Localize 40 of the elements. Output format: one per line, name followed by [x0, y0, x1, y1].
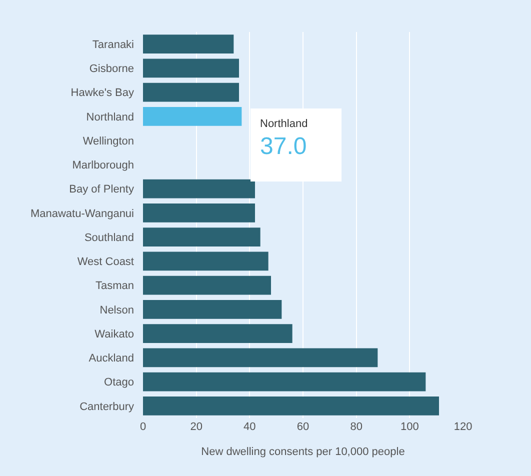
- y-tick-label: Otago: [104, 376, 134, 389]
- bar: [143, 372, 426, 392]
- y-tick-label: Taranaki: [92, 38, 134, 51]
- y-tick-label: West Coast: [77, 256, 134, 268]
- x-tick-label: 40: [244, 421, 256, 433]
- bar: [143, 396, 439, 416]
- bar: [143, 228, 260, 246]
- bar: [143, 107, 242, 126]
- y-tick-label: Auckland: [88, 352, 134, 365]
- bar: [143, 179, 255, 198]
- bar: [143, 324, 292, 343]
- x-tick-label: 80: [350, 421, 362, 433]
- y-tick-label: Manawatu-Wanganui: [30, 208, 134, 220]
- y-tick-label: Gisborne: [89, 63, 134, 76]
- y-tick-label: Canterbury: [80, 400, 134, 413]
- y-tick-label: Hawke's Bay: [70, 87, 134, 100]
- x-tick-label: 20: [190, 421, 202, 433]
- x-axis-title: New dwelling consents per 10,000 people: [201, 446, 405, 458]
- y-tick-label: Marlborough: [72, 160, 134, 172]
- y-tick-label: Northland: [86, 111, 134, 124]
- y-tick-label: Waikato: [94, 328, 134, 340]
- x-tick-label: 100: [400, 421, 419, 433]
- bar: [143, 252, 268, 271]
- x-tick-label: 0: [140, 421, 146, 433]
- bar: [143, 204, 255, 222]
- annotation: Northland: [260, 118, 308, 130]
- bar: [143, 82, 239, 102]
- bar: [143, 300, 282, 319]
- y-tick-label: Bay of Plenty: [69, 184, 134, 196]
- x-tick-label: 60: [296, 421, 310, 433]
- y-tick-label: Southland: [84, 232, 134, 244]
- annotation: 37.0: [260, 133, 307, 160]
- bar: [143, 276, 271, 295]
- y-tick-label: Nelson: [100, 304, 134, 316]
- x-tick-label: 120: [454, 421, 472, 433]
- y-tick-label: Tasman: [95, 280, 134, 292]
- y-tick-label: Wellington: [82, 135, 134, 148]
- bar: [143, 58, 239, 78]
- bar: [143, 34, 234, 54]
- bar: [143, 348, 378, 368]
